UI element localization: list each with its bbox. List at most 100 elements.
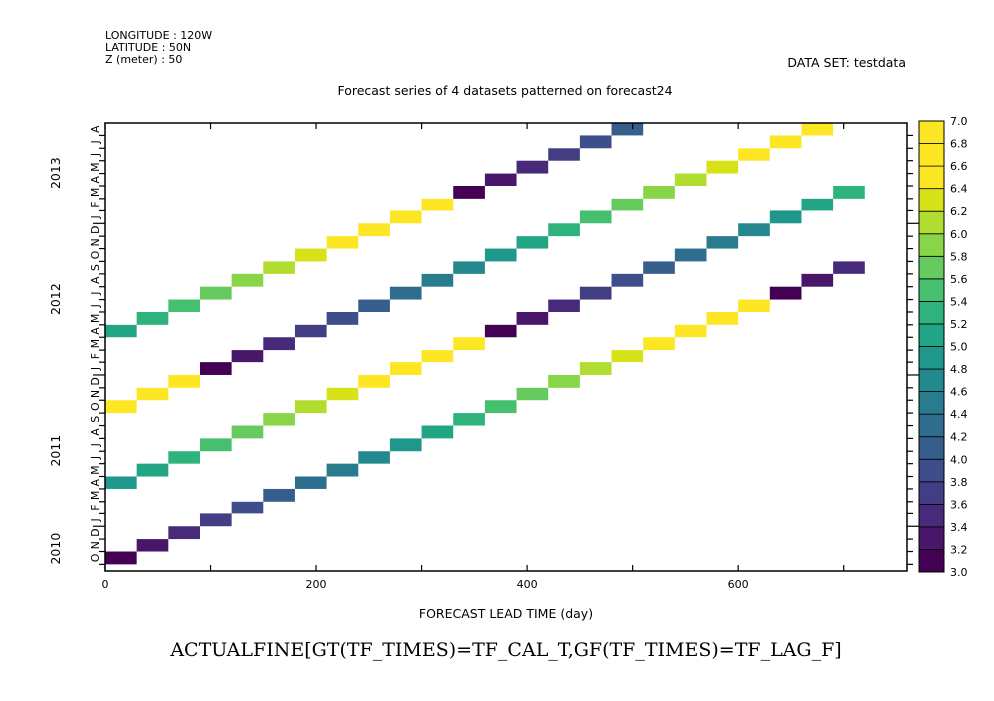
y-month-label: A — [89, 176, 102, 184]
y-month-label: N — [89, 541, 102, 549]
y-month-label: M — [89, 491, 102, 501]
colorbar-swatch — [918, 526, 945, 550]
colorbar-swatch — [918, 188, 945, 212]
y-month-label: J — [89, 304, 102, 308]
colorbar-label: 6.6 — [950, 160, 968, 173]
y-month-label: A — [89, 428, 102, 436]
heatmap-cell — [389, 362, 422, 375]
heatmap-cell — [326, 463, 359, 477]
heatmap-cell — [579, 210, 612, 224]
y-month-label: N — [89, 390, 102, 398]
heatmap-cell — [136, 539, 169, 552]
heatmap-cell — [263, 337, 295, 351]
heatmap-cell — [389, 286, 422, 300]
colorbar-label: 5.0 — [950, 341, 968, 354]
y-year-label: 2013 — [48, 157, 63, 189]
heatmap-cell — [231, 350, 264, 363]
heatmap-cell — [136, 311, 169, 325]
latitude-label: LATITUDE : 50N — [105, 41, 191, 54]
heatmap-cell — [358, 374, 390, 388]
heatmap-cell — [294, 476, 327, 489]
colorbar-swatch — [918, 413, 945, 438]
heatmap-cell — [326, 387, 359, 401]
heatmap-cell — [358, 299, 390, 312]
dataset-label: DATA SET: testdata — [787, 55, 906, 70]
colorbar-label: 4.4 — [950, 408, 968, 421]
heatmap-cell — [516, 387, 549, 401]
y-month-label: N — [89, 238, 102, 246]
y-month-label: D — [89, 225, 102, 233]
heatmap-cell — [769, 286, 802, 300]
y-month-label: J — [89, 153, 102, 157]
y-month-label: S — [89, 264, 102, 271]
heatmap-cell — [706, 236, 739, 249]
heatmap-cells — [105, 123, 865, 565]
heatmap-cell — [674, 173, 707, 186]
heatmap-cell — [294, 400, 327, 414]
y-month-label: J — [89, 291, 102, 295]
colorbar-label: 3.2 — [950, 543, 968, 556]
y-month-label: J — [89, 443, 102, 447]
heatmap-cell — [199, 362, 232, 375]
bottom-variable-label: ACTUALFINE[GT(TF_TIMES)=TF_CAL_T,GF(TF_T… — [169, 639, 841, 661]
heatmap-cell — [516, 236, 549, 249]
heatmap-cell — [801, 198, 834, 211]
colorbar-swatch — [918, 346, 945, 370]
heatmap-cell — [579, 286, 612, 300]
colorbar-swatch — [918, 255, 945, 280]
heatmap-cell — [294, 248, 327, 262]
heatmap-cell — [389, 438, 422, 452]
heatmap-cell — [105, 324, 137, 338]
heatmap-cell — [389, 210, 422, 224]
heatmap-cell — [579, 135, 612, 149]
heatmap-cell — [738, 223, 770, 237]
heatmap-cell — [168, 526, 200, 540]
colorbar-label: 4.8 — [950, 363, 968, 376]
y-axis: ONDJFMAMJJASONDJFMAMJJASONDJFMAMJJA20102… — [48, 125, 919, 565]
heatmap-cell — [643, 337, 675, 351]
heatmap-cell — [643, 185, 675, 199]
y-month-label: O — [89, 553, 102, 562]
heatmap-cell — [326, 236, 359, 249]
heatmap-cell — [453, 413, 485, 426]
y-month-label: M — [89, 162, 102, 172]
heatmap-cell — [105, 551, 137, 565]
heatmap-cell — [611, 273, 644, 287]
heatmap-cell — [674, 248, 707, 262]
y-month-label: A — [89, 478, 102, 486]
heatmap-cell — [579, 362, 612, 375]
y-month-label: M — [89, 339, 102, 349]
heatmap-cell — [738, 148, 770, 161]
colorbar-label: 5.6 — [950, 273, 968, 286]
colorbar-label: 4.0 — [950, 453, 968, 466]
colorbar-label: 6.4 — [950, 183, 968, 196]
colorbar-label: 4.6 — [950, 386, 968, 399]
x-tick-label: 200 — [306, 578, 327, 591]
colorbar-swatch — [918, 549, 945, 573]
heatmap-cell — [199, 286, 232, 300]
heatmap-cell — [136, 387, 169, 401]
colorbar-label: 5.4 — [950, 295, 968, 308]
heatmap-cell — [168, 299, 200, 312]
colorbar-swatch — [918, 458, 945, 483]
colorbar-swatch — [918, 278, 945, 302]
heatmap-cell — [358, 451, 390, 464]
x-tick-label: 0 — [102, 578, 109, 591]
heatmap-cell — [421, 198, 454, 211]
heatmap-cell — [548, 299, 580, 312]
y-month-label: J — [89, 367, 102, 371]
heatmap-cell — [358, 223, 390, 237]
heatmap-cell — [263, 488, 295, 502]
heatmap-cell — [769, 135, 802, 149]
x-axis: 0 200 400 600 — [102, 123, 845, 591]
heatmap-cell — [263, 261, 295, 274]
heatmap-cell — [516, 160, 549, 174]
y-month-label: M — [89, 465, 102, 475]
colorbar-swatch — [918, 481, 945, 505]
y-month-label: F — [89, 353, 102, 359]
colorbar-swatch — [918, 391, 945, 415]
heatmap-cell — [484, 400, 517, 414]
heatmap-cell — [769, 210, 802, 224]
y-month-label: O — [89, 250, 102, 259]
